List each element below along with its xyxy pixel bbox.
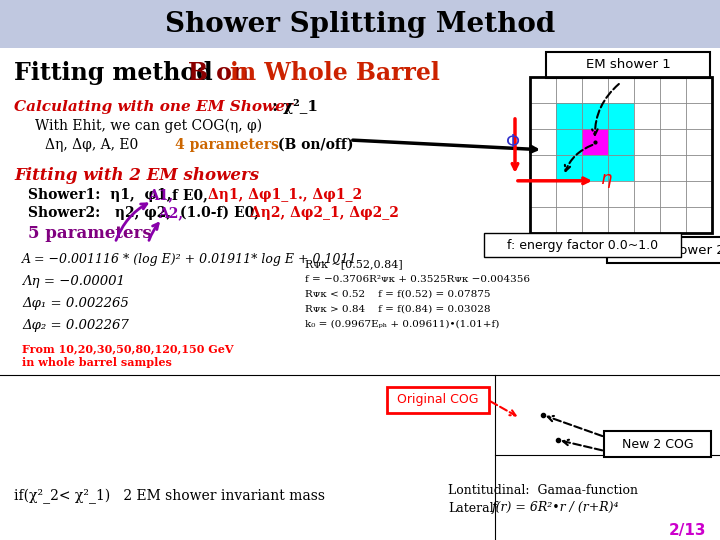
Text: EM shower 1: EM shower 1 — [585, 58, 670, 71]
Bar — [608, 103, 634, 129]
FancyBboxPatch shape — [387, 387, 489, 413]
Bar — [582, 103, 608, 129]
Bar — [582, 129, 608, 155]
Text: Shower Splitting Method: Shower Splitting Method — [165, 10, 555, 37]
Text: Δη2, Δφ2_1, Δφ2_2: Δη2, Δφ2_1, Δφ2_2 — [250, 206, 399, 220]
Text: Rᴪᴋ < 0.52    f = f(0.52) = 0.07875: Rᴪᴋ < 0.52 f = f(0.52) = 0.07875 — [305, 289, 490, 299]
FancyBboxPatch shape — [484, 233, 681, 257]
Text: 2/13: 2/13 — [668, 523, 706, 537]
Text: A1,: A1, — [148, 188, 174, 202]
Text: Calculating with one EM Shower: Calculating with one EM Shower — [14, 100, 293, 114]
Text: $\eta$: $\eta$ — [600, 172, 613, 190]
Text: Rᴪᴋ ~[0.52,0.84]: Rᴪᴋ ~[0.52,0.84] — [305, 259, 402, 269]
Text: Δη1, Δφ1_1., Δφ1_2: Δη1, Δφ1_1., Δφ1_2 — [208, 188, 362, 202]
Text: in Whole Barrel: in Whole Barrel — [230, 61, 440, 85]
Bar — [582, 155, 608, 181]
Bar — [530, 77, 712, 233]
Text: EM shower 2: EM shower 2 — [639, 244, 720, 256]
Text: Shower2:   η2, φ2,: Shower2: η2, φ2, — [28, 206, 171, 220]
Bar — [530, 77, 712, 233]
Text: B on: B on — [188, 61, 249, 85]
Text: f E0,: f E0, — [172, 188, 208, 202]
Text: Shower1:  η1,  φ1,: Shower1: η1, φ1, — [28, 188, 171, 202]
Text: Δφ₂ = 0.002267: Δφ₂ = 0.002267 — [22, 319, 129, 332]
Text: A2,: A2, — [158, 206, 183, 220]
Text: With Ehit, we can get COG(η, φ): With Ehit, we can get COG(η, φ) — [35, 119, 262, 133]
Text: $\Phi$: $\Phi$ — [505, 133, 521, 151]
FancyBboxPatch shape — [604, 431, 711, 457]
Bar — [556, 103, 582, 129]
Text: : χ²_1: : χ²_1 — [267, 99, 318, 114]
Text: New 2 COG: New 2 COG — [621, 437, 693, 450]
Text: (1.0-f) E0,: (1.0-f) E0, — [180, 206, 259, 220]
FancyBboxPatch shape — [546, 52, 710, 78]
Text: f(r) = 6R²•r / (r+R)⁴: f(r) = 6R²•r / (r+R)⁴ — [492, 502, 619, 515]
Text: Δη, Δφ, A, E0: Δη, Δφ, A, E0 — [45, 138, 138, 152]
Text: f: energy factor 0.0~1.0: f: energy factor 0.0~1.0 — [507, 239, 658, 252]
Bar — [0, 0, 720, 48]
Text: Rᴪᴋ > 0.84    f = f(0.84) = 0.03028: Rᴪᴋ > 0.84 f = f(0.84) = 0.03028 — [305, 305, 490, 314]
Text: Original COG: Original COG — [397, 394, 479, 407]
Text: Δφ₁ = 0.002265: Δφ₁ = 0.002265 — [22, 296, 129, 309]
Text: Lontitudinal:  Gamaa-function: Lontitudinal: Gamaa-function — [448, 483, 638, 496]
Text: Λη = −0.00001: Λη = −0.00001 — [22, 274, 125, 287]
Text: Fitting method: Fitting method — [14, 61, 212, 85]
Bar — [608, 129, 634, 155]
Bar — [556, 155, 582, 181]
Bar — [556, 129, 582, 155]
Text: From 10,20,30,50,80,120,150 GeV: From 10,20,30,50,80,120,150 GeV — [22, 343, 233, 354]
Text: Lateral:: Lateral: — [448, 502, 498, 515]
Text: 5 parameters: 5 parameters — [28, 225, 152, 241]
Text: Fitting with 2 EM showers: Fitting with 2 EM showers — [14, 166, 259, 184]
Bar — [608, 155, 634, 181]
FancyBboxPatch shape — [607, 237, 720, 263]
Text: f = −0.3706R²ᴪᴋ + 0.3525Rᴪᴋ −0.004356: f = −0.3706R²ᴪᴋ + 0.3525Rᴪᴋ −0.004356 — [305, 274, 530, 284]
Text: k₀ = (0.9967Eₚₕ + 0.09611)•(1.01+f): k₀ = (0.9967Eₚₕ + 0.09611)•(1.01+f) — [305, 320, 500, 328]
Text: A = −0.001116 * (log E)² + 0.01911* log E + 0.1011: A = −0.001116 * (log E)² + 0.01911* log … — [22, 253, 358, 266]
Text: in whole barrel samples: in whole barrel samples — [22, 357, 172, 368]
Text: 4 parameters: 4 parameters — [175, 138, 279, 152]
Text: (B on/off): (B on/off) — [278, 138, 354, 152]
Text: if(χ²_2< χ²_1)   2 EM shower invariant mass: if(χ²_2< χ²_1) 2 EM shower invariant mas… — [14, 488, 325, 504]
